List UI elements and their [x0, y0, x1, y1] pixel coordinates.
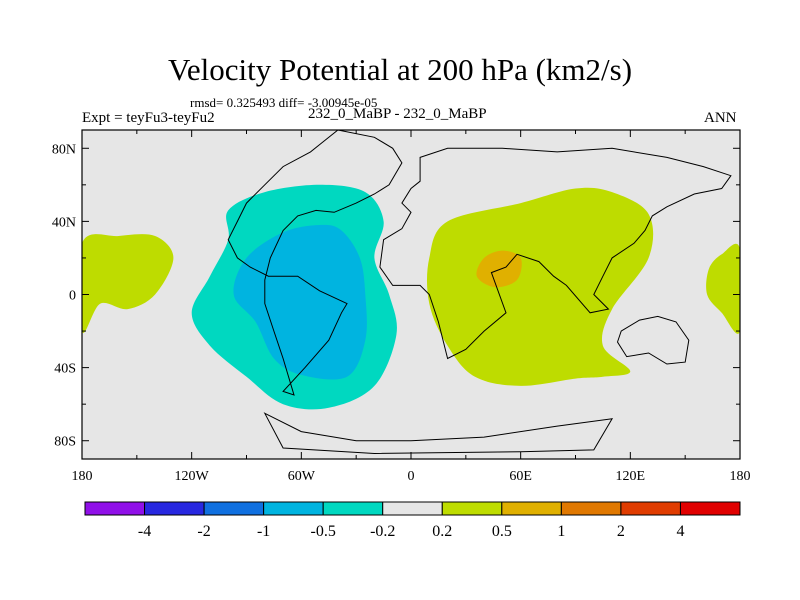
colorbar-box: [322, 501, 384, 516]
colorbar-box: [620, 501, 681, 516]
x-tick-label: 180: [730, 469, 751, 484]
coastline-australia-outline: [616, 315, 690, 365]
contour-region-pacific-west-positive: [82, 234, 174, 333]
x-tick-label: 180: [72, 469, 93, 484]
x-tick-label: 120W: [175, 469, 210, 484]
colorbar-label: 0.2: [432, 523, 452, 540]
x-tick-label: 120E: [616, 469, 646, 484]
experiment-label: Expt = teyFu3-teyFu2: [82, 110, 215, 126]
colorbar-box: [84, 501, 146, 516]
colorbar-box: [679, 501, 741, 516]
coastline-antarctica-outline: [263, 412, 614, 455]
y-tick-label: 40S: [54, 362, 76, 377]
colorbar-label: 4: [676, 523, 684, 540]
colorbar-label: -0.5: [311, 523, 336, 540]
season-label: ANN: [704, 110, 737, 126]
contour-region-eastern-hemisphere-positive-outer: [426, 187, 654, 386]
contour-region-eastern-hemisphere-positive-inner: [476, 250, 522, 288]
coastline-afro-eurasia-outline: [379, 147, 732, 360]
chart-title: Velocity Potential at 200 hPa (km2/s): [167, 52, 633, 87]
x-tick-label: 0: [408, 469, 415, 484]
colorbar-box: [203, 501, 265, 516]
colorbar-label: -4: [138, 523, 151, 540]
colorbar-box: [144, 501, 205, 516]
colorbar-box: [263, 501, 324, 516]
y-tick-label: 80N: [52, 142, 76, 157]
contour-layer: [82, 130, 740, 455]
y-tick-label: 0: [69, 289, 76, 304]
colorbar-label: 2: [617, 523, 625, 540]
coastline-americas-outline: [227, 130, 403, 396]
plot-background: [82, 130, 740, 459]
colorbar-label: -1: [257, 523, 270, 540]
colorbar-box: [501, 501, 562, 516]
colorbar-label: -0.2: [370, 523, 395, 540]
colorbar-box: [441, 501, 503, 516]
y-tick-label: 80S: [54, 435, 76, 450]
contour-region-pacific-east-positive: [706, 243, 740, 334]
case-label: 232_0_MaBP - 232_0_MaBP: [308, 106, 487, 122]
colorbar-box: [382, 501, 443, 516]
stats-line: rmsd= 0.325493 diff= -3.00945e-05: [190, 95, 378, 110]
colorbar-label: 1: [557, 523, 565, 540]
y-tick-label: 40N: [52, 215, 76, 230]
colorbar-label: -2: [197, 523, 210, 540]
contour-region-western-hemisphere-negative-inner: [233, 224, 367, 380]
colorbar-label: 0.5: [492, 523, 512, 540]
x-tick-label: 60E: [509, 469, 532, 484]
colorbar-box: [560, 501, 622, 516]
x-tick-label: 60W: [288, 469, 316, 484]
